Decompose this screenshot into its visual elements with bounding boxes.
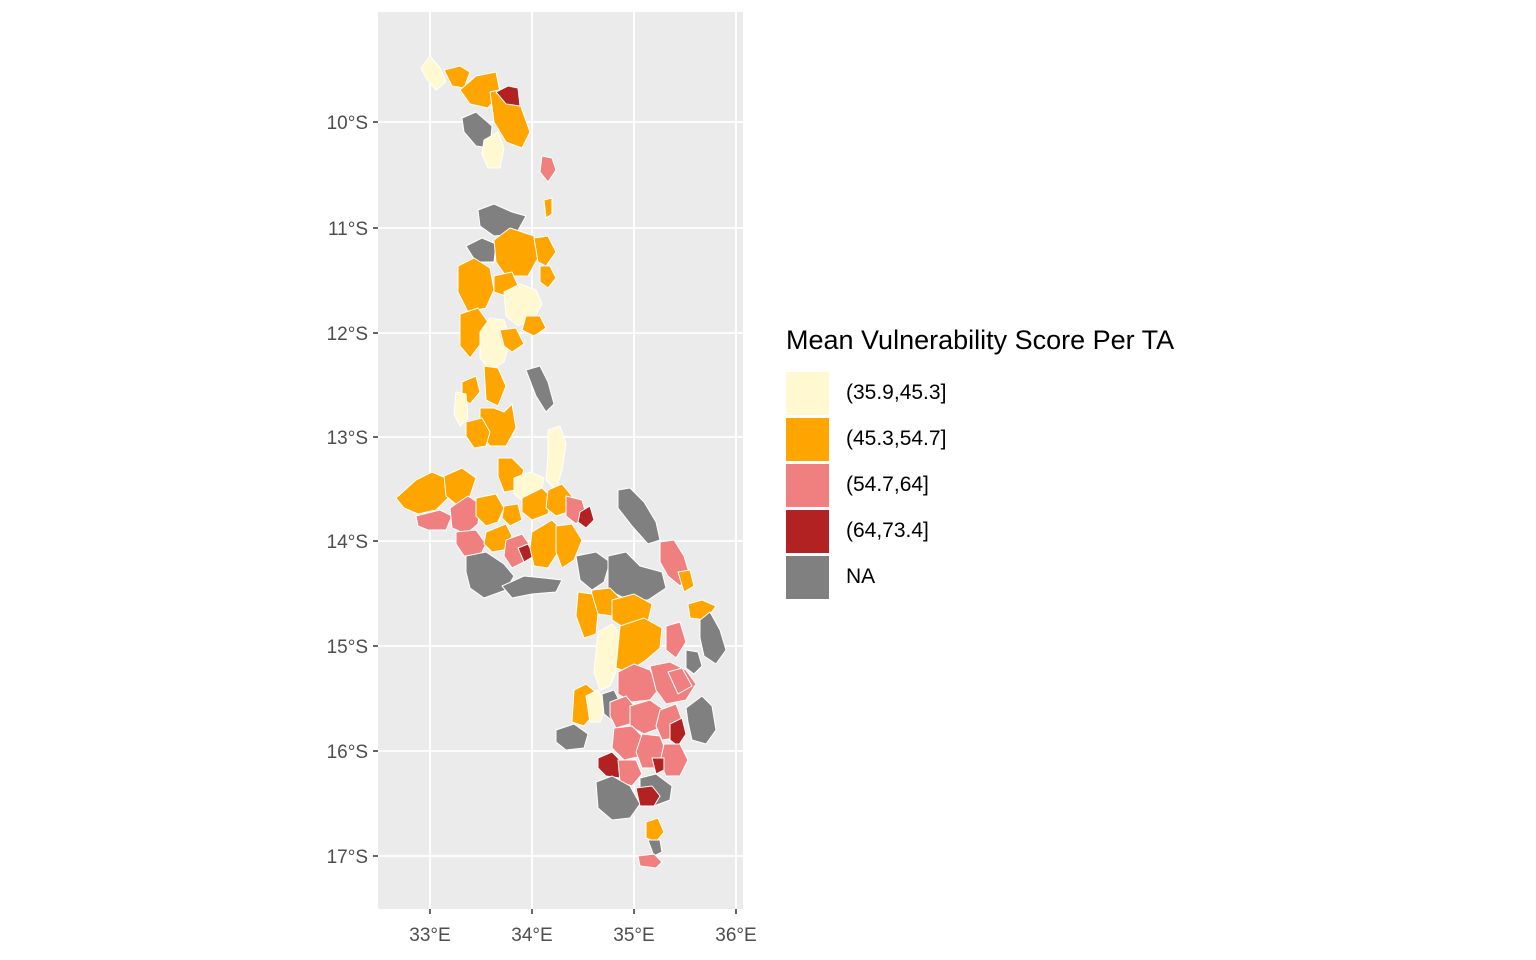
legend-label: (54.7,64]	[846, 473, 929, 496]
region	[543, 197, 553, 219]
legend-swatch	[786, 417, 829, 461]
region	[595, 775, 641, 821]
region	[593, 623, 623, 691]
legend-label: (35.9,45.3]	[846, 381, 947, 404]
region	[483, 365, 507, 407]
region	[539, 155, 557, 183]
region	[521, 487, 553, 521]
y-tick-label: 17°S	[327, 847, 368, 868]
region	[465, 417, 491, 449]
region	[539, 265, 557, 289]
region	[457, 257, 495, 313]
region	[575, 591, 599, 639]
region	[477, 203, 527, 237]
region	[669, 717, 687, 747]
region	[555, 523, 583, 569]
region	[685, 695, 717, 745]
legend-label: (45.3,54.7]	[846, 427, 947, 450]
y-tick-label: 12°S	[327, 324, 368, 345]
legend-item: (35.9,45.3]	[786, 370, 1174, 416]
y-tick-label: 15°S	[327, 637, 368, 658]
region	[699, 611, 727, 665]
legend: Mean Vulnerability Score Per TA (35.9,45…	[786, 325, 1174, 600]
legend-swatch	[786, 463, 829, 507]
x-tick-label: 34°E	[511, 925, 552, 946]
region	[501, 575, 563, 599]
region	[665, 621, 687, 659]
region	[501, 503, 523, 527]
region	[415, 509, 453, 531]
region	[475, 493, 505, 527]
y-tick-label: 16°S	[327, 742, 368, 763]
region	[585, 689, 607, 723]
regions	[395, 55, 727, 869]
region	[635, 785, 661, 807]
region	[493, 227, 539, 277]
x-tick-label: 35°E	[613, 925, 654, 946]
legend-title: Mean Vulnerability Score Per TA	[786, 325, 1175, 355]
region	[555, 723, 589, 751]
region	[545, 425, 567, 491]
region	[533, 235, 557, 267]
legend-label: NA	[846, 565, 876, 588]
region	[495, 85, 521, 107]
legend-swatch	[786, 371, 829, 415]
legend-item: (54.7,64]	[786, 462, 1174, 508]
legend-item: NA	[786, 554, 1174, 600]
region	[420, 55, 447, 91]
region	[637, 853, 663, 869]
legend-item: (64,73.4]	[786, 508, 1174, 554]
legend-swatch	[786, 555, 829, 599]
x-axis-labels: 33°E 34°E 35°E 36°E	[409, 925, 756, 946]
region	[499, 327, 525, 353]
x-tick-label: 33°E	[409, 925, 450, 946]
region	[529, 519, 563, 569]
region	[647, 839, 663, 857]
y-tick-label: 10°S	[327, 113, 368, 134]
legend-swatch	[786, 509, 829, 553]
region	[521, 315, 547, 337]
region	[453, 391, 469, 427]
region	[615, 617, 663, 673]
y-axis-labels: 10°S 11°S 12°S 13°S 14°S 15°S 16°S 17°S	[327, 113, 368, 868]
y-tick-label: 14°S	[327, 532, 368, 553]
region	[617, 759, 643, 787]
x-tick-label: 36°E	[715, 925, 756, 946]
y-tick-label: 13°S	[327, 428, 368, 449]
axis-ticks	[373, 121, 737, 914]
region	[577, 505, 595, 529]
region	[667, 667, 693, 695]
legend-label: (64,73.4]	[846, 519, 929, 542]
region	[481, 131, 505, 169]
legend-item: (45.3,54.7]	[786, 416, 1174, 462]
region	[677, 569, 695, 593]
region	[617, 487, 661, 545]
region	[449, 495, 481, 535]
region	[525, 365, 555, 413]
region	[651, 757, 665, 775]
region	[685, 649, 703, 675]
region	[645, 817, 665, 843]
region	[575, 551, 611, 591]
y-tick-label: 11°S	[328, 219, 368, 240]
region	[617, 663, 661, 703]
region	[443, 65, 471, 89]
